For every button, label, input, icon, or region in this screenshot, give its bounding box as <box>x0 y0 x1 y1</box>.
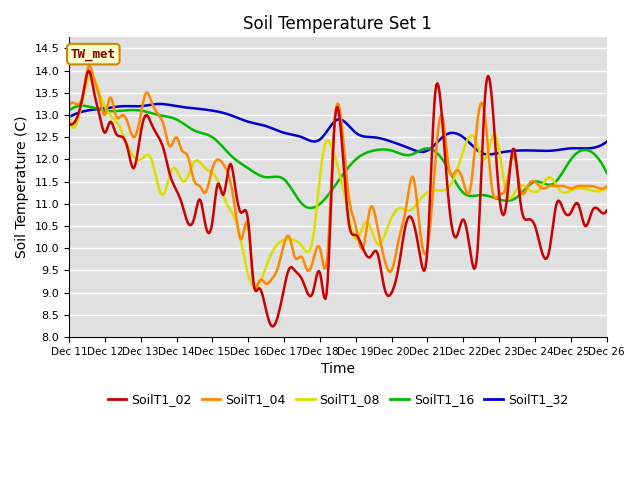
Text: TW_met: TW_met <box>71 48 116 60</box>
X-axis label: Time: Time <box>321 362 355 376</box>
Y-axis label: Soil Temperature (C): Soil Temperature (C) <box>15 116 29 258</box>
Title: Soil Temperature Set 1: Soil Temperature Set 1 <box>243 15 432 33</box>
Legend: SoilT1_02, SoilT1_04, SoilT1_08, SoilT1_16, SoilT1_32: SoilT1_02, SoilT1_04, SoilT1_08, SoilT1_… <box>102 388 573 411</box>
